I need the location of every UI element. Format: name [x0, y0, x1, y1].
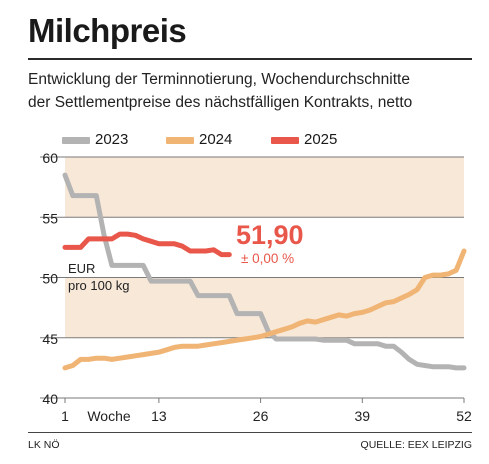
y-tick-label-50: 50 — [42, 271, 58, 287]
legend-swatch-2023 — [62, 137, 90, 144]
footer-source: QUELLE: EEX LEIPZIG — [360, 439, 472, 451]
x-tick-label-26: 26 — [253, 408, 269, 424]
series-line-2024 — [62, 248, 467, 371]
legend-label-2024: 2024 — [199, 131, 233, 148]
x-tick-label-39: 39 — [355, 408, 371, 424]
series-lines — [62, 172, 467, 371]
page-title: Milchpreis — [28, 12, 187, 49]
x-axis: 1 13 26 39 52 Woche — [61, 398, 472, 424]
x-tick-label-13: 13 — [151, 408, 167, 424]
footer-divider — [28, 432, 472, 433]
subtitle-line-2: der Settlementpreise des nächstfälligen … — [28, 94, 413, 111]
x-axis-label: Woche — [87, 408, 131, 424]
legend-swatch-2024 — [166, 137, 194, 144]
x-tick-label-1: 1 — [61, 408, 69, 424]
y-tick-label-40: 40 — [42, 391, 58, 407]
legend-label-2023: 2023 — [95, 131, 129, 148]
subtitle-line-1: Entwicklung der Terminnotierung, Wochend… — [28, 71, 410, 88]
title-divider — [28, 58, 472, 60]
y-tick-label-60: 60 — [42, 150, 58, 166]
footer-credit: LK NÖ — [28, 439, 60, 451]
legend-swatch-2025 — [271, 137, 299, 144]
series-line-2023 — [62, 172, 467, 371]
x-tick-label-52: 52 — [456, 408, 472, 424]
latest-value-label: 51,90 — [236, 220, 304, 250]
legend-label-2025: 2025 — [304, 131, 338, 148]
latest-change-label: ± 0,00 % — [241, 251, 294, 266]
band-0 — [65, 157, 464, 218]
annotations: 51,90± 0,00 % — [236, 220, 304, 266]
series-line-2025 — [62, 231, 232, 258]
y-tick-label-55: 55 — [42, 210, 58, 226]
y-tick-label-45: 45 — [42, 331, 58, 347]
milk-price-chart: 40 45 50 55 60 EUR pro 100 kg 1 13 26 39 52 Woche 5… — [40, 150, 472, 424]
y-axis-label-line-1: EUR — [68, 261, 95, 276]
y-axis-label-line-2: pro 100 kg — [68, 278, 129, 293]
